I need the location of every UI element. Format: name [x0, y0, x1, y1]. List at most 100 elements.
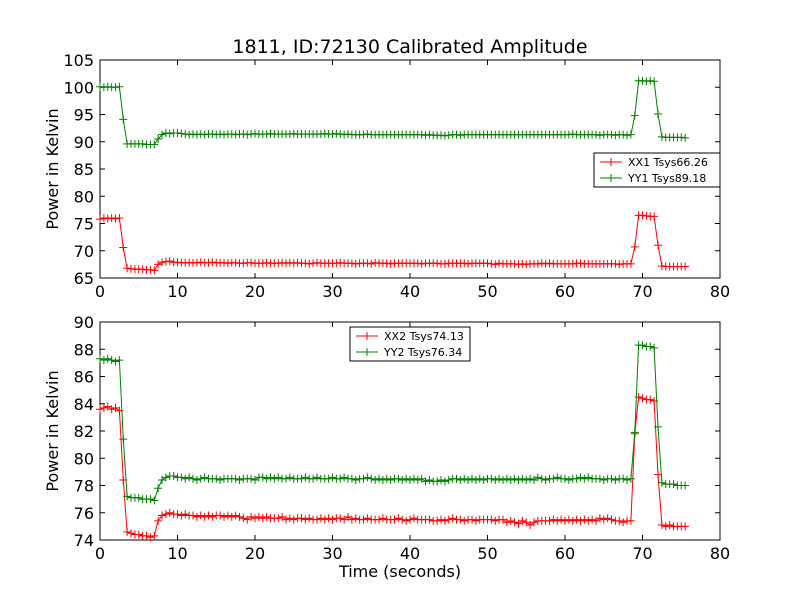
x-tick-label: 60 [555, 544, 575, 563]
data-point [115, 214, 124, 223]
data-point [456, 515, 465, 524]
data-point [161, 473, 170, 482]
data-point [146, 265, 155, 274]
data-point [545, 516, 554, 525]
data-point [530, 518, 538, 527]
data-point [580, 515, 589, 524]
data-point [99, 214, 108, 223]
data-point [359, 515, 368, 524]
data-point [235, 476, 244, 485]
data-point [173, 129, 182, 138]
data-point [351, 259, 360, 268]
data-point [200, 130, 209, 139]
x-tick-label: 20 [245, 282, 265, 301]
data-point [363, 130, 372, 139]
data-point [413, 259, 422, 268]
data-point [99, 83, 108, 92]
chart-title: 1811, ID:72130 Calibrated Amplitude [232, 36, 587, 58]
data-point [146, 533, 155, 542]
data-point [681, 522, 690, 531]
data-point [626, 474, 635, 483]
data-point [471, 516, 480, 525]
data-point [382, 259, 391, 268]
data-point [456, 131, 465, 140]
data-point [502, 518, 511, 527]
data-point [204, 258, 213, 267]
data-point [541, 476, 550, 485]
data-point [615, 260, 624, 269]
data-point [437, 515, 445, 524]
data-point [487, 515, 496, 524]
data-point [468, 474, 476, 483]
data-point [367, 474, 376, 483]
data-point [468, 515, 476, 524]
data-point [262, 258, 271, 267]
y-axis-label: Power in Kelvin [43, 370, 62, 491]
data-point [576, 516, 585, 525]
data-point [239, 514, 248, 523]
data-point [351, 514, 360, 523]
data-point [254, 512, 263, 521]
x-tick-label: 0 [95, 544, 105, 563]
data-point [409, 514, 418, 523]
data-point [630, 111, 639, 120]
data-point [359, 130, 368, 139]
data-point [99, 403, 108, 412]
data-point [623, 131, 631, 140]
data-point [320, 129, 329, 138]
data-point [654, 422, 662, 431]
data-point [553, 473, 562, 482]
data-point [216, 130, 225, 139]
data-point [212, 130, 221, 139]
data-point [150, 140, 159, 149]
data-point [192, 130, 201, 139]
data-point [619, 474, 628, 483]
data-point [402, 474, 411, 483]
data-point [421, 131, 430, 140]
y-tick-label: 78 [74, 477, 94, 496]
data-point [223, 511, 232, 520]
data-point [336, 514, 345, 523]
data-point [297, 474, 306, 483]
data-point [572, 515, 581, 524]
data-point [247, 512, 256, 521]
data-point [231, 258, 240, 267]
data-point [239, 130, 248, 139]
data-point [161, 510, 170, 519]
data-point [541, 259, 550, 268]
data-point [347, 474, 356, 483]
data-point [161, 129, 170, 138]
data-point [297, 514, 306, 523]
data-point [258, 259, 267, 268]
x-tick-label: 30 [322, 282, 342, 301]
data-point [274, 259, 283, 268]
data-point [553, 516, 562, 525]
data-point [654, 470, 662, 479]
data-point [285, 514, 294, 523]
data-point [320, 515, 329, 524]
y-tick-label: 75 [74, 215, 94, 234]
data-point [289, 259, 298, 268]
x-tick-label: 80 [710, 282, 730, 301]
data-point [526, 474, 535, 483]
data-point [657, 478, 666, 487]
data-point [669, 480, 678, 489]
data-point [638, 211, 647, 220]
data-point [564, 130, 573, 139]
data-point [262, 474, 271, 483]
data-point [123, 492, 132, 501]
data-point [518, 259, 527, 268]
data-point [665, 521, 674, 530]
data-point [231, 130, 240, 139]
legend-label: YY1 Tsys89.18 [627, 172, 706, 185]
data-point [196, 474, 205, 483]
data-point [316, 514, 325, 523]
legend-marker [607, 174, 615, 182]
data-point [251, 129, 259, 138]
data-point [313, 515, 321, 524]
data-point [185, 473, 194, 482]
data-point [456, 476, 465, 485]
data-point [406, 476, 414, 485]
data-point [619, 130, 628, 139]
series-yy [96, 76, 690, 149]
